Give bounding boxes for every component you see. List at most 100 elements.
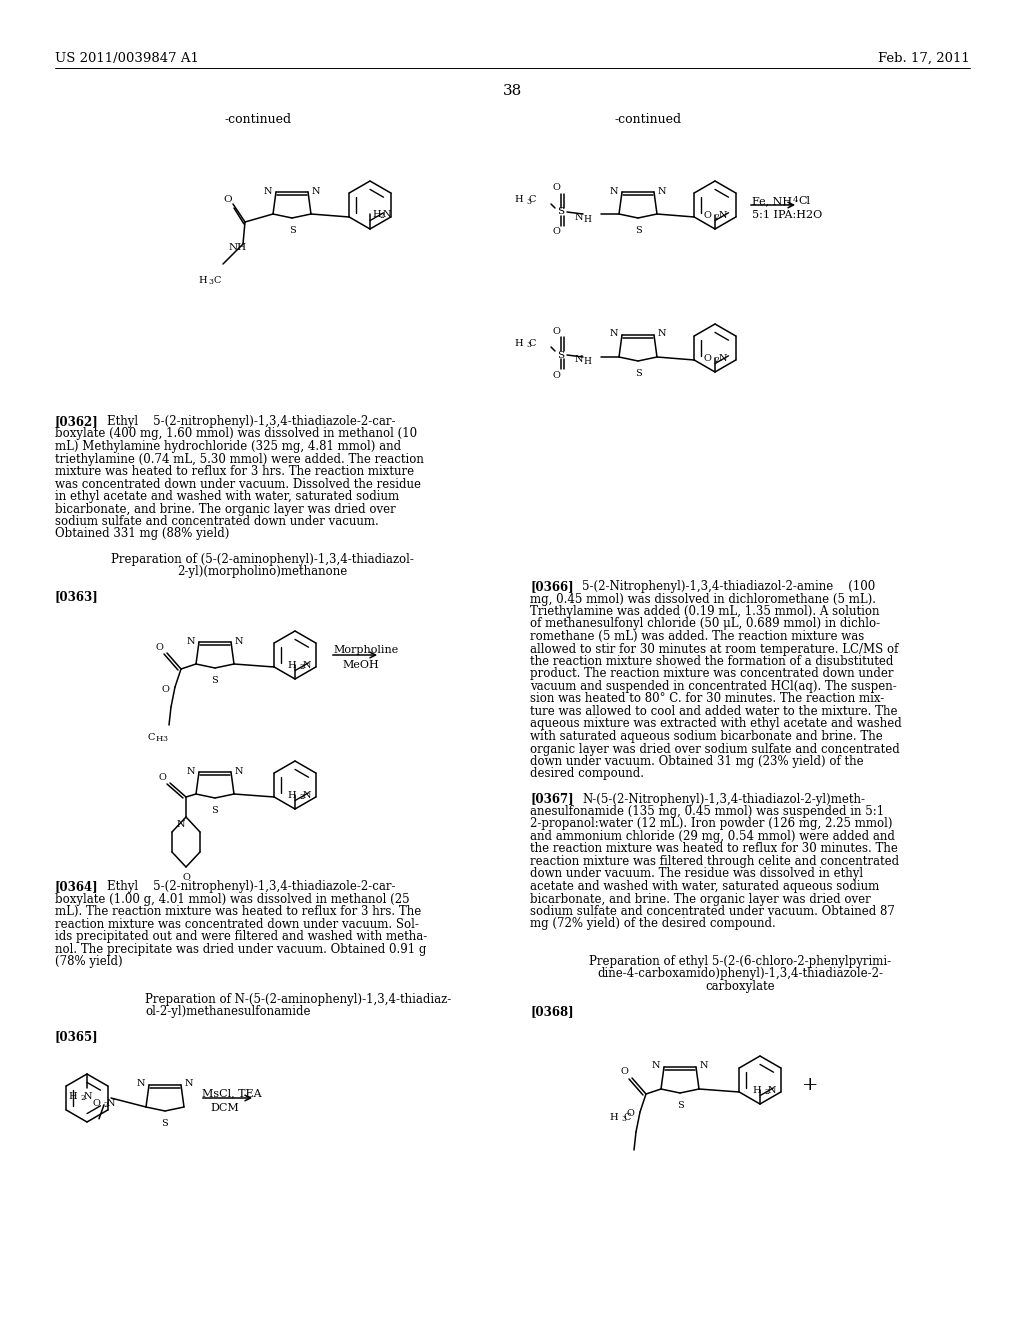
Text: N: N [574,213,583,222]
Text: 5-(2-Nitrophenyl)-1,3,4-thiadiazol-2-amine    (100: 5-(2-Nitrophenyl)-1,3,4-thiadiazol-2-ami… [582,579,876,593]
Text: anesulfonamide (135 mg, 0.45 mmol) was suspended in 5:1: anesulfonamide (135 mg, 0.45 mmol) was s… [530,805,884,818]
Text: O: O [552,371,560,380]
Text: C: C [213,276,221,285]
Text: 3: 3 [163,735,168,743]
Text: and ammonium chloride (29 mg, 0.54 mmol) were added and: and ammonium chloride (29 mg, 0.54 mmol)… [530,830,895,843]
Text: H: H [288,791,296,800]
Text: [0368]: [0368] [530,1005,573,1018]
Text: the reaction mixture was heated to reflux for 30 minutes. The: the reaction mixture was heated to reflu… [530,842,898,855]
Text: 2: 2 [299,793,304,801]
Text: S: S [162,1119,168,1129]
Text: dine-4-carboxamido)phenyl)-1,3,4-thiadiazole-2-: dine-4-carboxamido)phenyl)-1,3,4-thiadia… [597,968,883,981]
Text: MeOH: MeOH [342,660,379,671]
Text: reaction mixture was filtered through celite and concentrated: reaction mixture was filtered through ce… [530,855,899,869]
Text: the reaction mixture showed the formation of a disubstituted: the reaction mixture showed the formatio… [530,655,893,668]
Text: with saturated aqueous sodium bicarbonate and brine. The: with saturated aqueous sodium bicarbonat… [530,730,883,743]
Text: triethylamine (0.74 mL, 5.30 mmol) were added. The reaction: triethylamine (0.74 mL, 5.30 mmol) were … [55,453,424,466]
Text: down under vacuum. Obtained 31 mg (23% yield) of the: down under vacuum. Obtained 31 mg (23% y… [530,755,863,768]
Text: vacuum and suspended in concentrated HCl(aq). The suspen-: vacuum and suspended in concentrated HCl… [530,680,897,693]
Text: S: S [212,676,218,685]
Text: 3: 3 [621,1115,626,1123]
Text: [0366]: [0366] [530,579,573,593]
Text: mg (72% yield) of the desired compound.: mg (72% yield) of the desired compound. [530,917,776,931]
Text: product. The reaction mixture was concentrated down under: product. The reaction mixture was concen… [530,668,894,681]
Text: C: C [624,1113,631,1122]
Text: O: O [703,211,711,220]
Text: N: N [234,767,244,776]
Text: S: S [635,370,641,378]
Text: O: O [552,183,560,193]
Text: N: N [234,636,244,645]
Text: H: H [583,214,591,223]
Text: -continued: -continued [224,114,292,125]
Text: boxylate (1.00 g, 4.01 mmol) was dissolved in methanol (25: boxylate (1.00 g, 4.01 mmol) was dissolv… [55,892,410,906]
Text: 38: 38 [503,84,521,98]
Text: allowed to stir for 30 minutes at room temperature. LC/MS of: allowed to stir for 30 minutes at room t… [530,643,898,656]
Text: (78% yield): (78% yield) [55,954,123,968]
Text: Morpholine: Morpholine [333,645,398,655]
Text: N-(5-(2-Nitrophenyl)-1,3,4-thiadiazol-2-yl)meth-: N-(5-(2-Nitrophenyl)-1,3,4-thiadiazol-2-… [582,792,865,805]
Text: mg, 0.45 mmol) was dissolved in dichloromethane (5 mL).: mg, 0.45 mmol) was dissolved in dichloro… [530,593,876,606]
Text: N: N [186,767,195,776]
Text: N: N [609,186,618,195]
Text: N: N [312,186,321,195]
Text: 2: 2 [714,356,719,364]
Text: N: N [768,1086,776,1096]
Text: N: N [700,1061,709,1071]
Text: Ethyl    5-(2-nitrophenyl)-1,3,4-thiadiazole-2-car-: Ethyl 5-(2-nitrophenyl)-1,3,4-thiadiazol… [106,880,395,894]
Text: 2-yl)(morpholino)methanone: 2-yl)(morpholino)methanone [177,565,347,578]
Text: aqueous mixture was extracted with ethyl acetate and washed: aqueous mixture was extracted with ethyl… [530,718,902,730]
Text: boxylate (400 mg, 1.60 mmol) was dissolved in methanol (10: boxylate (400 mg, 1.60 mmol) was dissolv… [55,428,417,441]
Text: reaction mixture was concentrated down under vacuum. Sol-: reaction mixture was concentrated down u… [55,917,419,931]
Text: O: O [223,195,232,205]
Text: NH: NH [229,243,247,252]
Text: H: H [609,1113,618,1122]
Text: was concentrated down under vacuum. Dissolved the residue: was concentrated down under vacuum. Diss… [55,478,421,491]
Text: 3: 3 [526,341,531,348]
Text: N: N [609,330,618,338]
Text: mixture was heated to reflux for 3 hrs. The reaction mixture: mixture was heated to reflux for 3 hrs. … [55,465,414,478]
Text: Preparation of N-(5-(2-aminophenyl)-1,3,4-thiadiaz-: Preparation of N-(5-(2-aminophenyl)-1,3,… [145,993,452,1006]
Text: O: O [703,354,711,363]
Text: [0364]: [0364] [55,880,98,894]
Text: H: H [69,1092,78,1101]
Text: carboxylate: carboxylate [706,979,775,993]
Text: MsCl, TEA: MsCl, TEA [202,1088,261,1098]
Text: O: O [552,227,560,236]
Text: ol-2-yl)methanesulfonamide: ol-2-yl)methanesulfonamide [145,1005,310,1018]
Text: desired compound.: desired compound. [530,767,644,780]
Text: mL). The reaction mixture was heated to reflux for 3 hrs. The: mL). The reaction mixture was heated to … [55,906,421,917]
Text: O: O [158,772,166,781]
Text: N: N [383,210,391,219]
Text: H: H [288,661,296,671]
Text: Feb. 17, 2011: Feb. 17, 2011 [879,51,970,65]
Text: C: C [147,733,155,742]
Text: N: N [303,661,311,671]
Text: H: H [753,1086,761,1096]
Text: US 2011/0039847 A1: US 2011/0039847 A1 [55,51,199,65]
Text: Preparation of ethyl 5-(2-(6-chloro-2-phenylpyrimi-: Preparation of ethyl 5-(2-(6-chloro-2-ph… [589,954,891,968]
Text: O: O [155,643,163,652]
Text: 2: 2 [379,213,384,220]
Text: nol. The precipitate was dried under vacuum. Obtained 0.91 g: nol. The precipitate was dried under vac… [55,942,426,956]
Text: O: O [552,326,560,335]
Text: S: S [557,207,564,216]
Text: Preparation of (5-(2-aminophenyl)-1,3,4-thiadiazol-: Preparation of (5-(2-aminophenyl)-1,3,4-… [111,553,414,565]
Text: sodium sulfate and concentrated down under vacuum.: sodium sulfate and concentrated down und… [55,515,379,528]
Text: -continued: -continued [614,114,682,125]
Text: ture was allowed to cool and added water to the mixture. The: ture was allowed to cool and added water… [530,705,897,718]
Text: O: O [161,685,169,693]
Text: 2: 2 [103,1101,108,1109]
Text: +: + [802,1076,818,1094]
Text: N: N [719,354,727,363]
Text: C: C [528,195,536,205]
Text: of methanesulfonyl chloride (50 μL, 0.689 mmol) in dichlo-: of methanesulfonyl chloride (50 μL, 0.68… [530,618,880,631]
Text: bicarbonate, and brine. The organic layer was dried over: bicarbonate, and brine. The organic laye… [530,892,870,906]
Text: 4: 4 [793,195,799,205]
Text: N: N [185,1080,194,1089]
Text: bicarbonate, and brine. The organic layer was dried over: bicarbonate, and brine. The organic laye… [55,503,395,516]
Text: 2: 2 [764,1088,769,1096]
Text: [0362]: [0362] [55,414,98,428]
Text: sion was heated to 80° C. for 30 minutes. The reaction mix-: sion was heated to 80° C. for 30 minutes… [530,693,885,705]
Text: S: S [557,351,564,359]
